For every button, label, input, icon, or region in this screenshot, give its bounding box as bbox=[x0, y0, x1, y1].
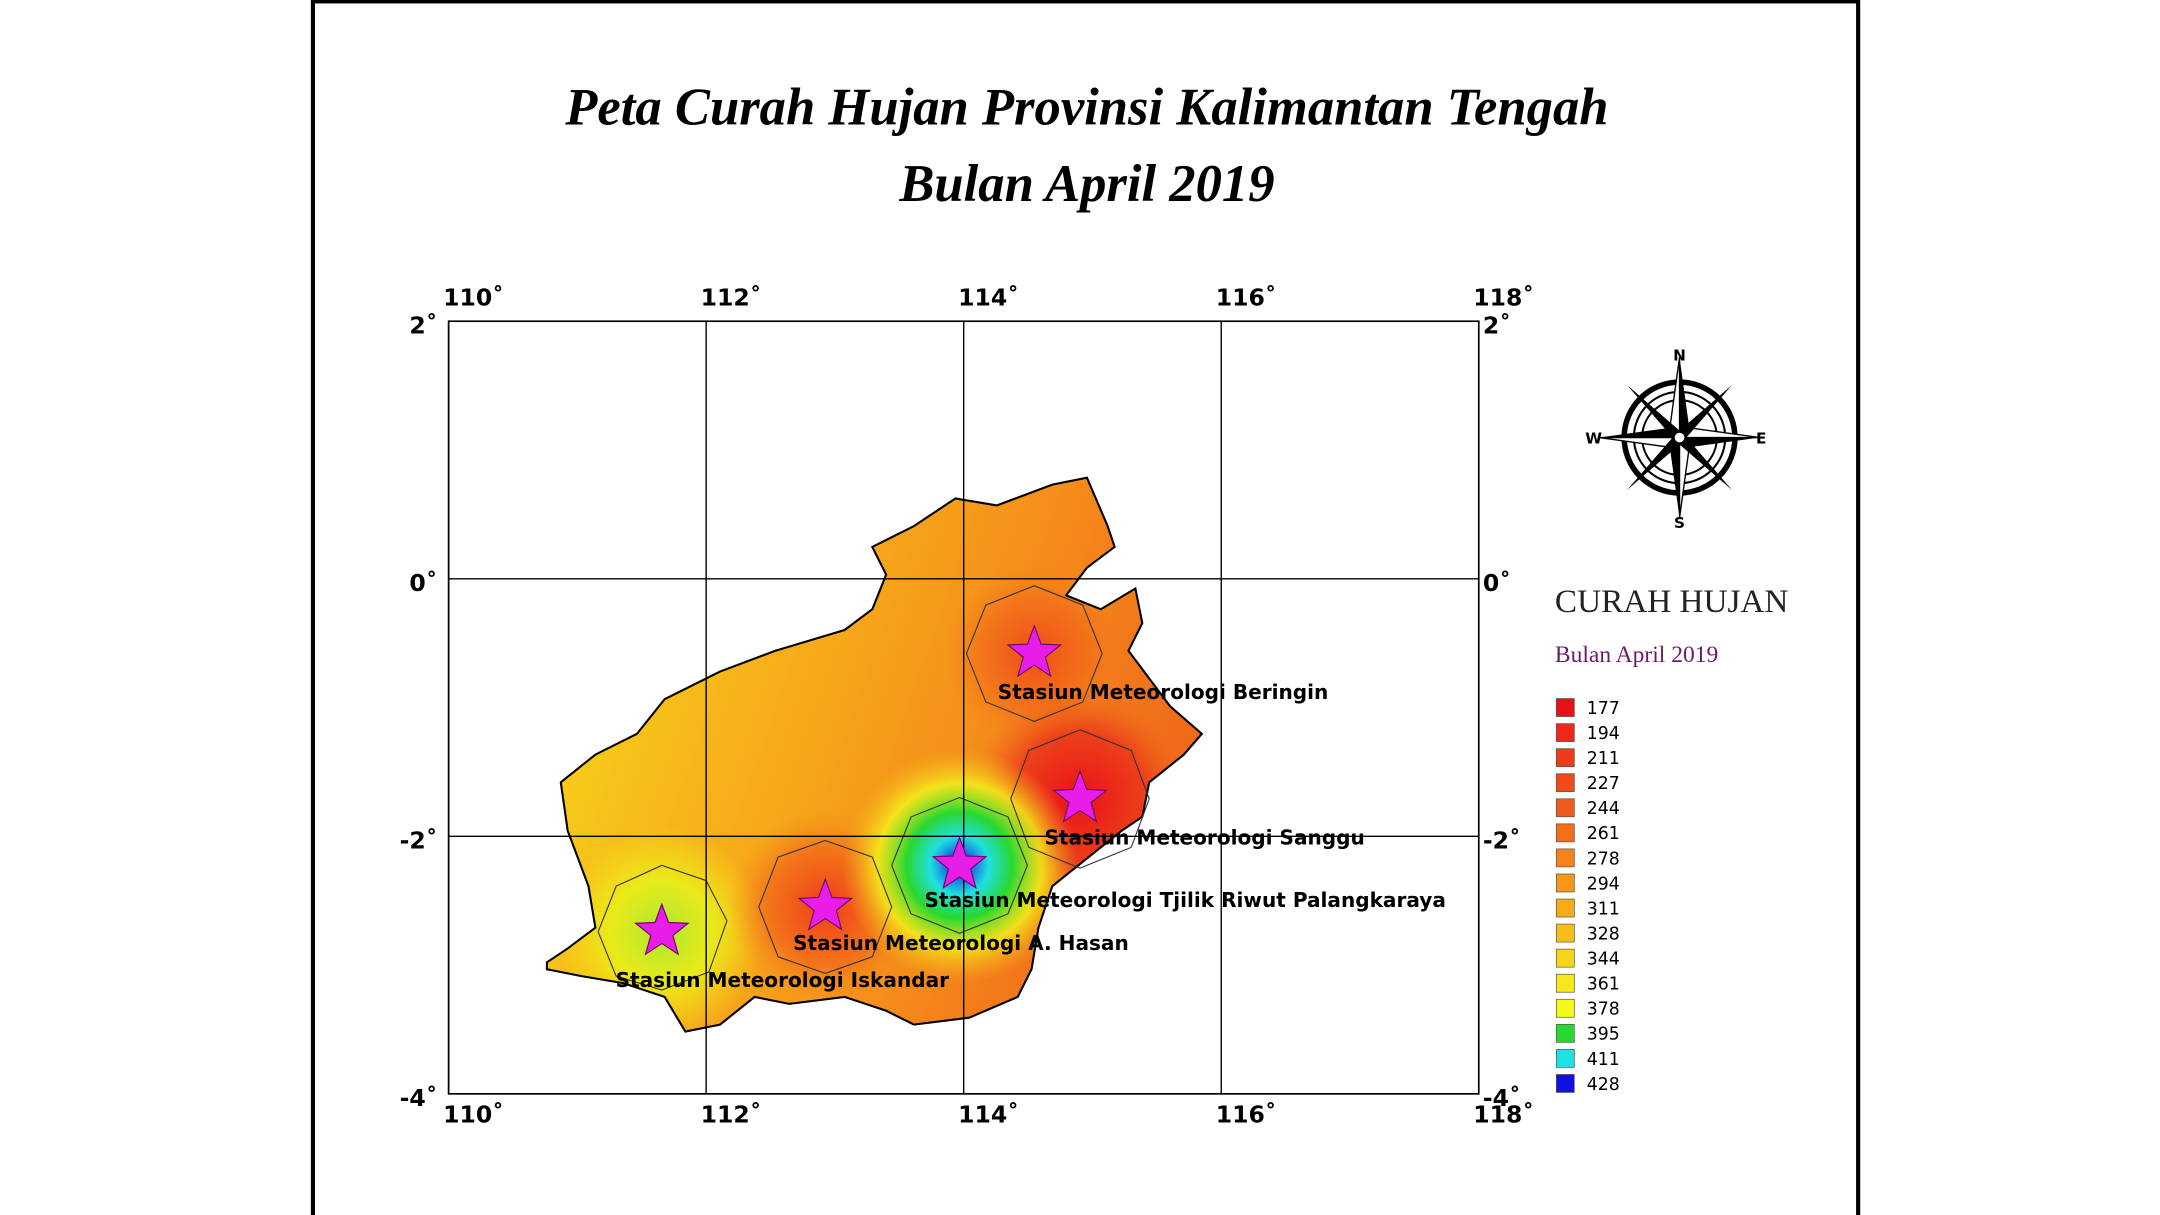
lat-label: -2˚ bbox=[400, 826, 438, 854]
legend-label: 328 bbox=[1587, 924, 1620, 944]
compass-w: W bbox=[1585, 429, 1602, 447]
frame bbox=[310, 0, 1861, 1215]
station-star bbox=[1006, 624, 1063, 678]
stations: Stasiun Meteorologi Beringin Stasiun Mete… bbox=[616, 624, 1446, 992]
lon-label: 112˚ bbox=[701, 284, 762, 312]
lat-label: 0˚ bbox=[1483, 569, 1511, 597]
lon-label: 110˚ bbox=[443, 1101, 504, 1129]
station-star bbox=[1052, 769, 1108, 823]
legend-label: 211 bbox=[1587, 749, 1620, 769]
legend-label: 194 bbox=[1587, 724, 1620, 744]
lon-label: 116˚ bbox=[1216, 284, 1277, 312]
legend-swatch bbox=[1555, 773, 1575, 793]
legend-swatch bbox=[1555, 923, 1575, 943]
lon-label: 114˚ bbox=[958, 284, 1019, 312]
lat-label: 0˚ bbox=[409, 569, 437, 597]
legend-label: 227 bbox=[1587, 774, 1620, 794]
legend-label: 294 bbox=[1587, 874, 1620, 894]
compass: N E S W bbox=[1585, 346, 1766, 532]
legend-swatch bbox=[1555, 898, 1575, 918]
legend-swatch bbox=[1555, 823, 1575, 843]
legend-swatch bbox=[1555, 748, 1575, 768]
station-star bbox=[931, 836, 988, 890]
station-label: Stasiun Meteorologi Tjilik Riwut Palangk… bbox=[925, 888, 1446, 912]
lat-label: 2˚ bbox=[409, 311, 437, 339]
legend-swatch bbox=[1555, 848, 1575, 868]
legend-label: 261 bbox=[1587, 824, 1620, 844]
lat-label: -4˚ bbox=[1483, 1084, 1521, 1112]
legend-label: 411 bbox=[1587, 1050, 1620, 1070]
compass-n: N bbox=[1673, 346, 1686, 364]
compass-e: E bbox=[1756, 429, 1766, 447]
legend-swatch bbox=[1555, 998, 1575, 1018]
legend-swatch bbox=[1555, 723, 1575, 742]
legend-label: 278 bbox=[1587, 849, 1620, 869]
legend-title: CURAH HUJAN bbox=[1555, 583, 1788, 620]
lat-label: 2˚ bbox=[1483, 311, 1511, 339]
legend-label: 311 bbox=[1587, 899, 1620, 919]
lon-label: 116˚ bbox=[1216, 1101, 1277, 1129]
legend-label: 428 bbox=[1587, 1075, 1620, 1095]
legend-swatch bbox=[1555, 873, 1575, 893]
lon-label: 118˚ bbox=[1473, 1101, 1534, 1129]
station-star bbox=[797, 877, 854, 931]
station-label: Stasiun Meteorologi Sanggu bbox=[1044, 826, 1364, 850]
legend-swatch bbox=[1555, 948, 1575, 968]
legend-label: 378 bbox=[1587, 1000, 1620, 1020]
legend-swatch bbox=[1555, 698, 1575, 717]
legend-swatch bbox=[1555, 973, 1575, 993]
buffer-rings bbox=[597, 585, 1150, 991]
station-label: Stasiun Meteorologi A. Hasan bbox=[793, 931, 1129, 955]
legend-label: 395 bbox=[1587, 1025, 1620, 1045]
title-line: Peta Curah Hujan Provinsi Kalimantan Ten… bbox=[564, 79, 1608, 137]
compass-s: S bbox=[1674, 514, 1685, 532]
legend-label: 244 bbox=[1587, 799, 1620, 819]
lon-label: 114˚ bbox=[958, 1101, 1019, 1129]
legend-label: 177 bbox=[1587, 699, 1620, 719]
title-line: Bulan April 2019 bbox=[898, 155, 1274, 213]
legend-label: 361 bbox=[1587, 975, 1620, 995]
station-label: Stasiun Meteorologi Beringin bbox=[998, 680, 1329, 704]
station-label: Stasiun Meteorologi Iskandar bbox=[616, 968, 950, 992]
legend-swatch bbox=[1555, 1023, 1575, 1043]
legend-swatch bbox=[1555, 798, 1575, 818]
legend-subtitle: Bulan April 2019 bbox=[1555, 642, 1718, 668]
lon-label: 110˚ bbox=[443, 284, 504, 312]
lat-label: -4˚ bbox=[400, 1084, 438, 1112]
legend: 177 194 211 227 244 261 278 294 311 328 344 361 378 3… bbox=[1555, 698, 1620, 1095]
legend-swatch bbox=[1555, 1074, 1575, 1093]
lat-label: -2˚ bbox=[1483, 826, 1521, 854]
map-frame bbox=[447, 320, 1480, 1095]
lon-label: 118˚ bbox=[1473, 284, 1534, 312]
station-star bbox=[634, 902, 690, 956]
lon-label: 112˚ bbox=[701, 1101, 762, 1129]
legend-label: 344 bbox=[1587, 950, 1620, 970]
legend-swatch bbox=[1555, 1049, 1575, 1068]
